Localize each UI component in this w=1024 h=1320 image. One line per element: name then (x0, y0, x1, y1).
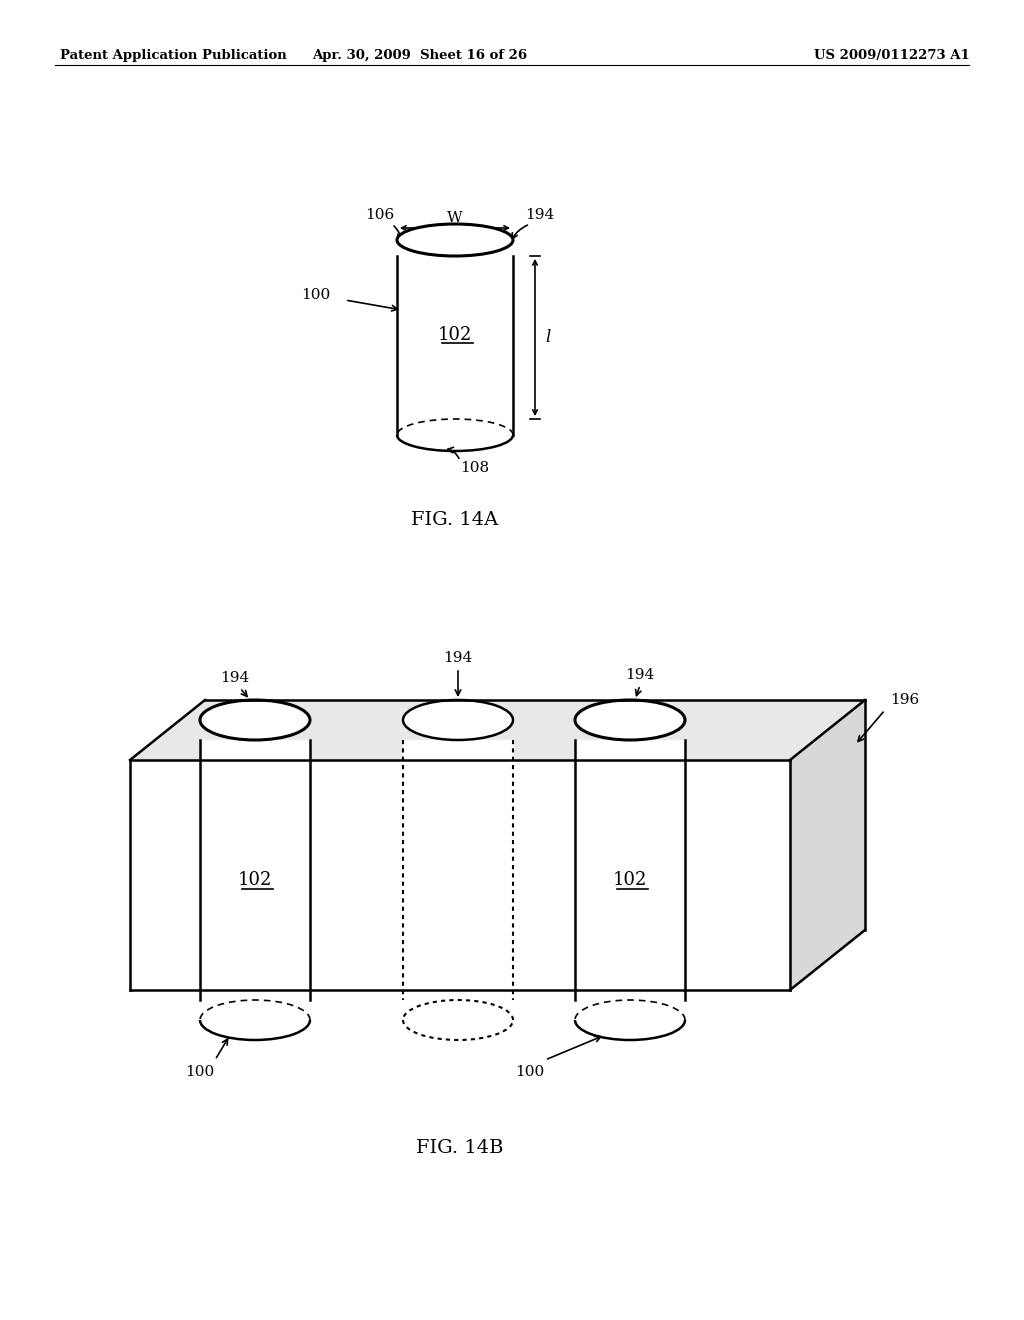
Text: 194: 194 (626, 668, 654, 682)
Polygon shape (575, 741, 685, 1001)
Text: 196: 196 (890, 693, 920, 708)
Ellipse shape (575, 700, 685, 741)
Polygon shape (403, 741, 513, 1001)
Polygon shape (130, 760, 790, 990)
Text: 102: 102 (438, 326, 472, 345)
Text: 194: 194 (220, 671, 250, 685)
Polygon shape (130, 700, 865, 760)
Text: 194: 194 (525, 209, 555, 222)
Text: Apr. 30, 2009  Sheet 16 of 26: Apr. 30, 2009 Sheet 16 of 26 (312, 49, 527, 62)
Text: FIG. 14A: FIG. 14A (412, 511, 499, 529)
Text: 102: 102 (238, 871, 272, 888)
Text: 106: 106 (366, 209, 394, 222)
Ellipse shape (397, 224, 513, 256)
Ellipse shape (403, 700, 513, 741)
Text: 194: 194 (443, 651, 473, 665)
Text: 102: 102 (612, 871, 647, 888)
Text: US 2009/0112273 A1: US 2009/0112273 A1 (814, 49, 970, 62)
Polygon shape (397, 256, 513, 436)
Ellipse shape (200, 700, 310, 741)
Text: l: l (545, 330, 550, 346)
Polygon shape (790, 700, 865, 990)
Polygon shape (200, 741, 310, 1001)
Text: 100: 100 (515, 1065, 545, 1078)
Text: W: W (447, 211, 463, 224)
Text: Patent Application Publication: Patent Application Publication (60, 49, 287, 62)
Text: 108: 108 (460, 461, 489, 475)
Text: 100: 100 (301, 288, 330, 302)
Text: FIG. 14B: FIG. 14B (416, 1139, 504, 1158)
Text: 100: 100 (185, 1065, 215, 1078)
